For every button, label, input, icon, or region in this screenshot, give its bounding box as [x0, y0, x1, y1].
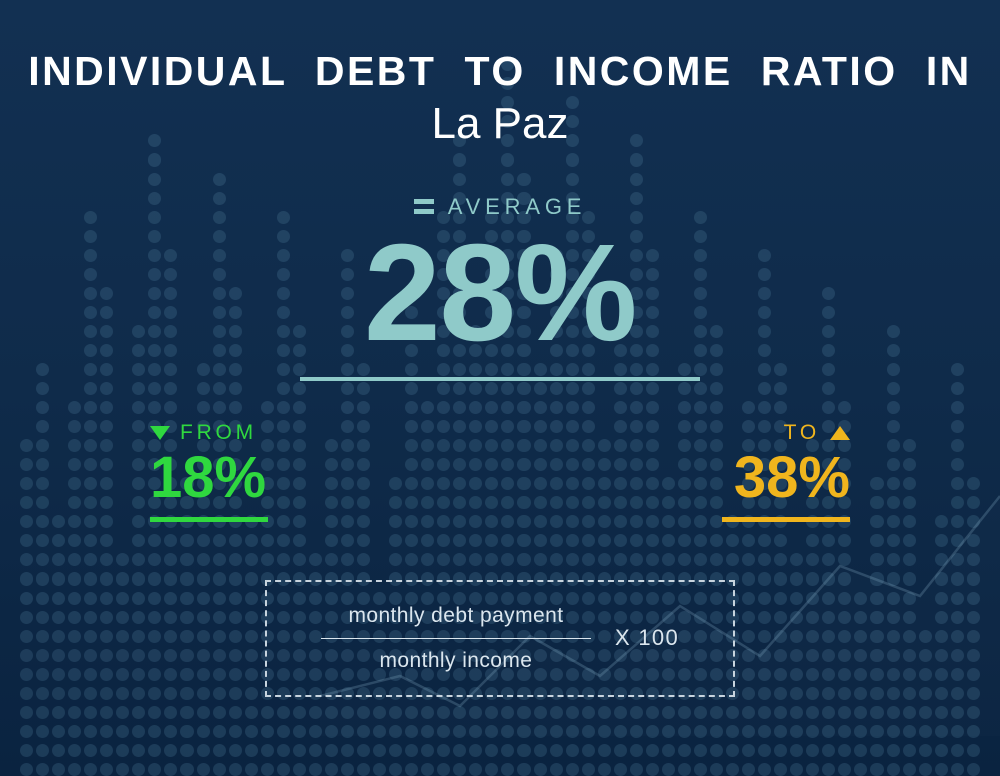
to-label: TO	[784, 421, 820, 445]
from-underline	[150, 517, 268, 522]
title-line-2: La Paz	[0, 99, 1000, 149]
formula-box: monthly debt payment monthly income X 10…	[265, 580, 735, 697]
equals-icon	[414, 199, 434, 214]
to-label-row: TO	[784, 421, 850, 445]
formula-multiplier: X 100	[615, 625, 679, 651]
from-block: FROM 18%	[150, 421, 268, 522]
content-container: Individual debt to income ratio in La Pa…	[0, 0, 1000, 776]
to-value: 38%	[722, 449, 850, 507]
formula-denominator: monthly income	[379, 649, 532, 673]
formula-fraction-line	[321, 638, 591, 639]
title-line-1: Individual debt to income ratio in	[0, 48, 1000, 95]
formula-fraction: monthly debt payment monthly income	[321, 604, 591, 673]
triangle-down-icon	[150, 426, 170, 440]
to-block: TO 38%	[722, 421, 850, 522]
triangle-up-icon	[830, 426, 850, 440]
from-label: FROM	[180, 421, 257, 445]
average-block: AVERAGE 28%	[0, 191, 1000, 381]
average-value: 28%	[0, 228, 1000, 359]
to-underline	[722, 517, 850, 522]
range-row: FROM 18% TO 38%	[0, 421, 1000, 522]
formula-numerator: monthly debt payment	[348, 604, 563, 628]
from-label-row: FROM	[150, 421, 257, 445]
average-underline	[300, 377, 700, 381]
from-value: 18%	[150, 449, 268, 507]
